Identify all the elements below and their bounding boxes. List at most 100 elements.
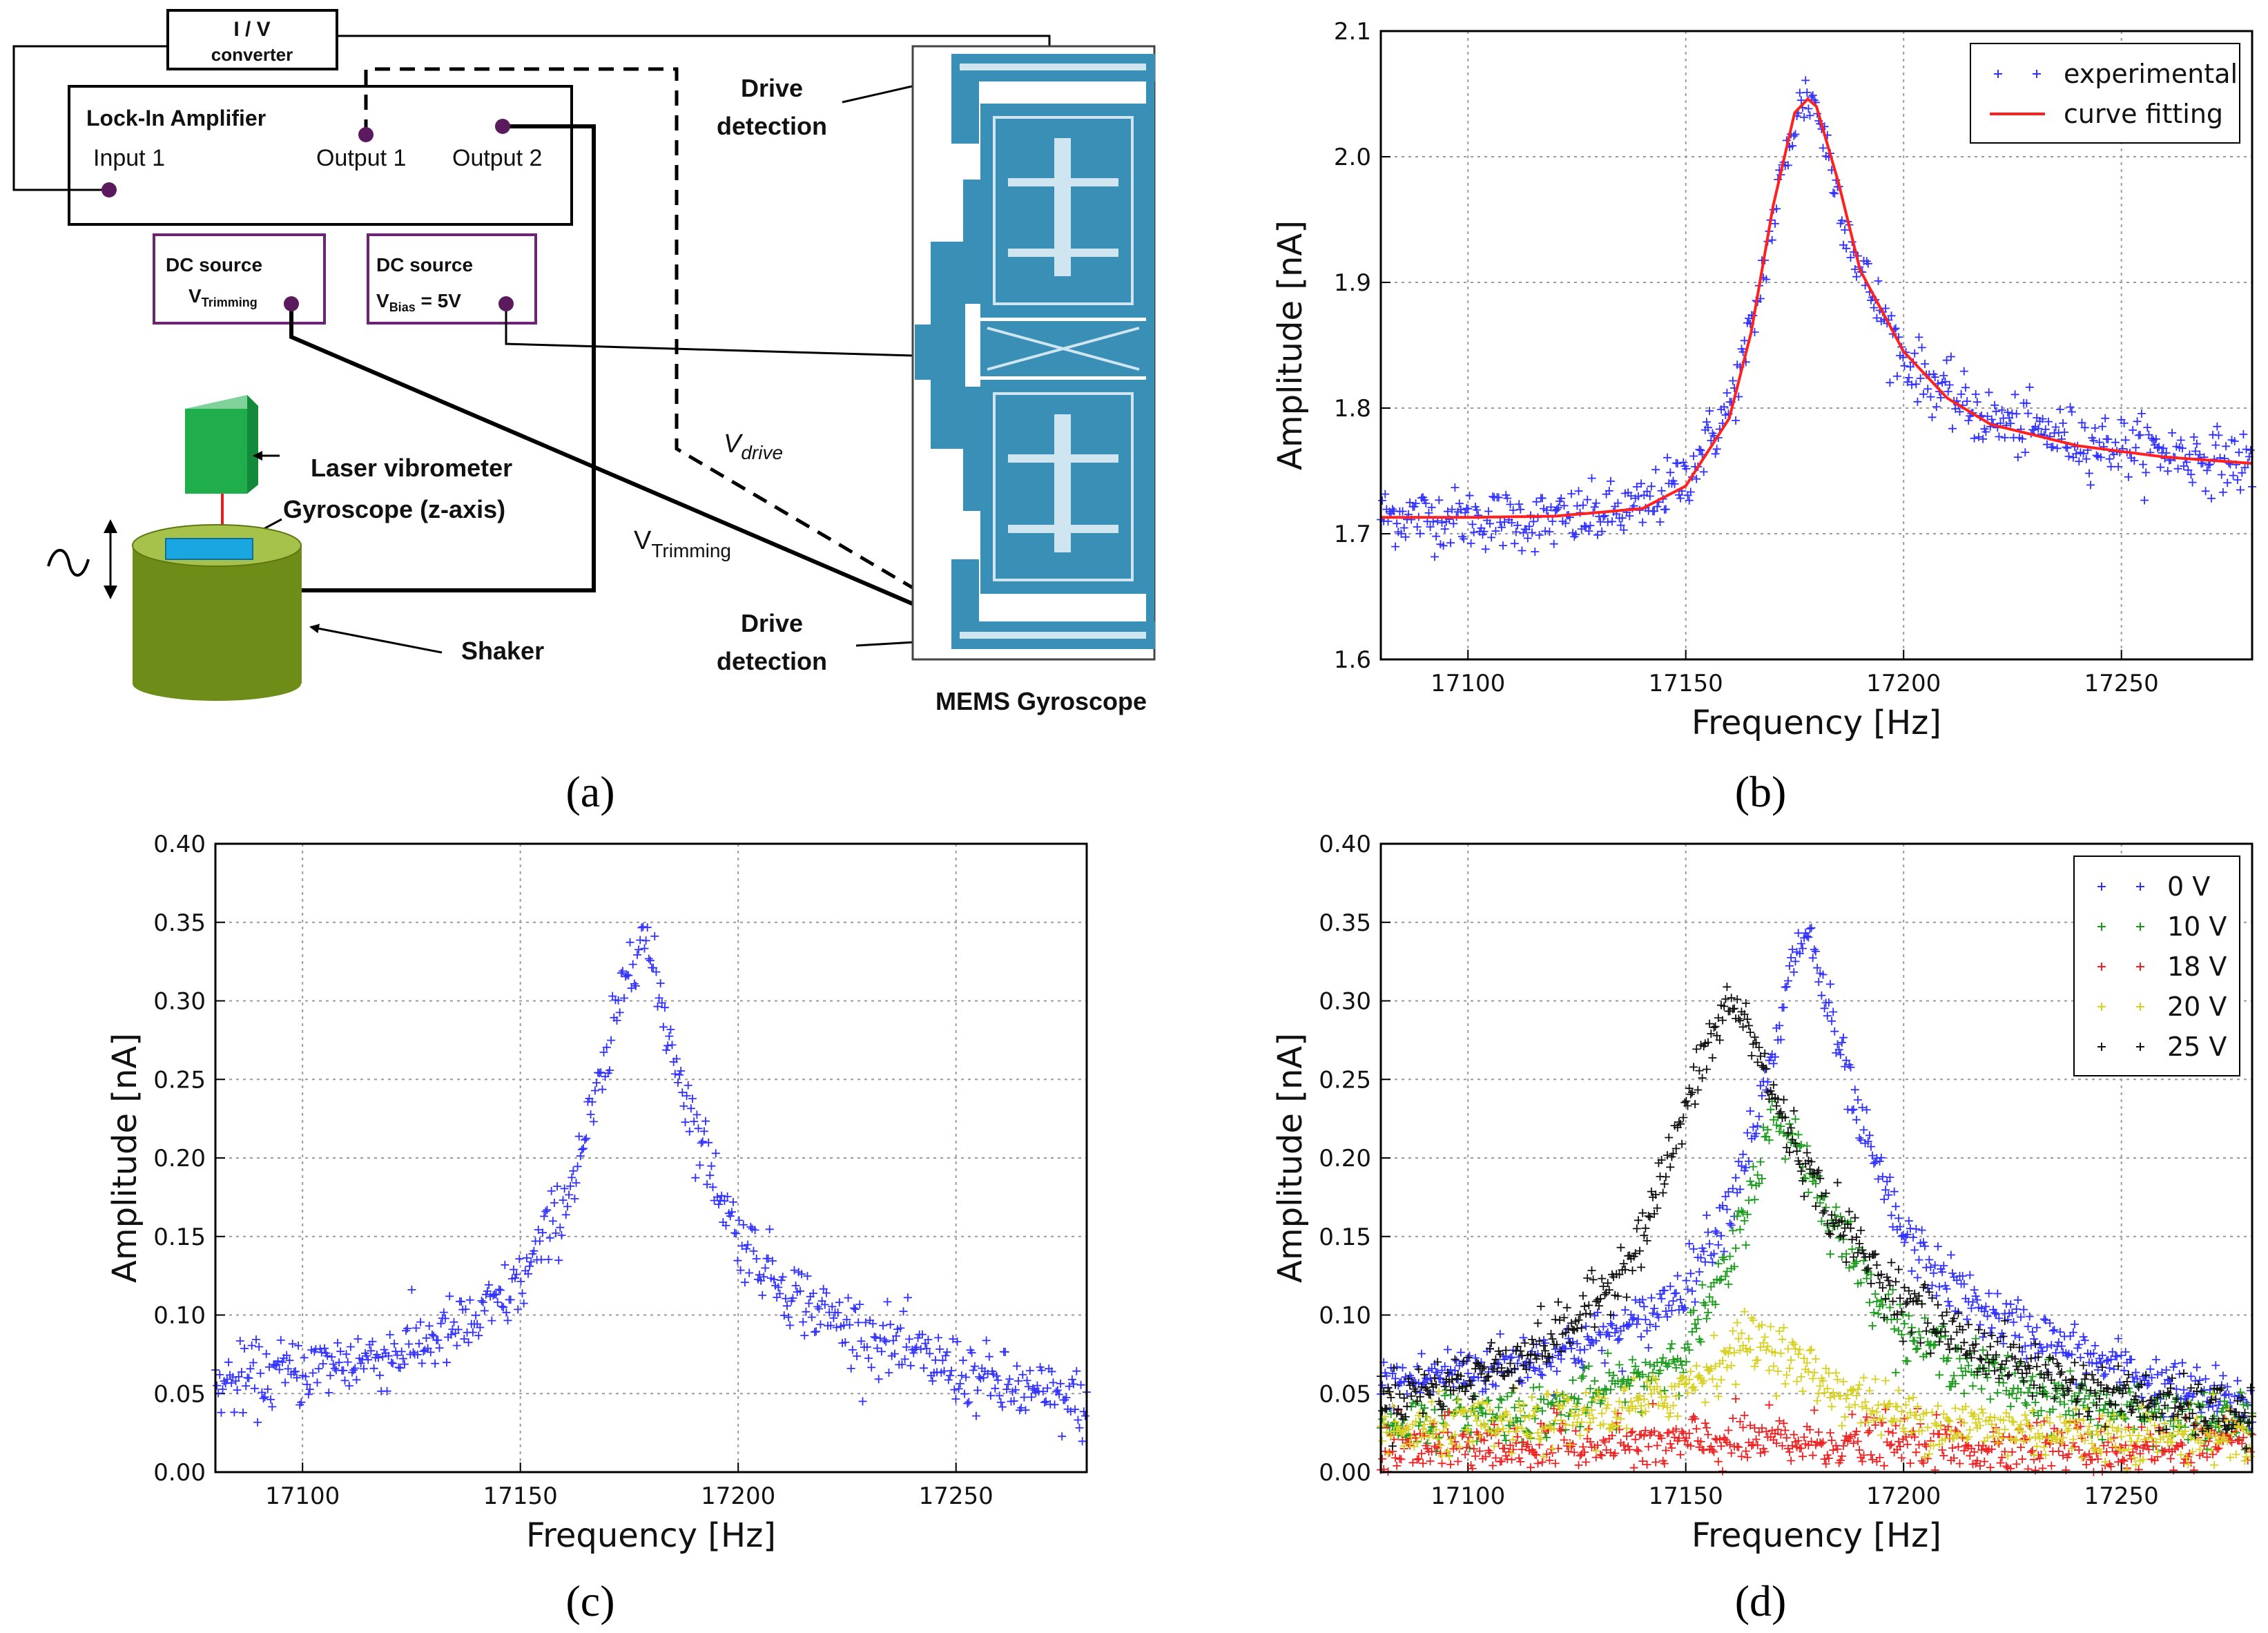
data-point bbox=[2191, 447, 2200, 456]
data-point bbox=[2213, 422, 2222, 431]
y-tick-label: 0.00 bbox=[1319, 1459, 1371, 1487]
data-point bbox=[547, 1186, 556, 1195]
y-tick-label: 1.6 bbox=[1334, 646, 1371, 674]
data-point bbox=[759, 1273, 768, 1282]
data-point bbox=[643, 923, 652, 932]
data-point bbox=[359, 1364, 368, 1373]
data-point bbox=[335, 1358, 344, 1367]
iv-converter-line2: converter bbox=[211, 44, 293, 65]
data-point bbox=[618, 967, 627, 976]
data-point bbox=[1413, 523, 1422, 532]
data-point bbox=[230, 1408, 239, 1417]
data-point bbox=[1393, 519, 1402, 528]
legend-label: 18 V bbox=[2167, 951, 2227, 982]
data-point bbox=[1673, 459, 1682, 468]
data-point bbox=[828, 1302, 837, 1311]
legend-swatch bbox=[2033, 70, 2041, 78]
data-point bbox=[1808, 91, 1817, 99]
data-point bbox=[2187, 470, 2196, 479]
data-point bbox=[807, 1313, 816, 1322]
data-point bbox=[362, 1351, 371, 1360]
data-point bbox=[501, 1260, 510, 1269]
y-tick-label: 0.30 bbox=[153, 988, 206, 1016]
data-point bbox=[1740, 336, 1749, 345]
data-point bbox=[449, 1317, 458, 1326]
data-point bbox=[1503, 494, 1512, 503]
data-point bbox=[1465, 491, 1474, 500]
data-point bbox=[382, 1386, 391, 1395]
data-point bbox=[1906, 363, 1915, 371]
data-point bbox=[758, 1291, 767, 1299]
data-point bbox=[1948, 424, 1957, 433]
data-point bbox=[327, 1353, 336, 1362]
data-point bbox=[474, 1331, 483, 1340]
data-point bbox=[1627, 492, 1636, 501]
data-point bbox=[2062, 443, 2071, 452]
data-point bbox=[1431, 552, 1439, 561]
data-point bbox=[374, 1353, 382, 1362]
data-point bbox=[672, 1054, 681, 1063]
data-point bbox=[703, 1180, 712, 1189]
data-point bbox=[509, 1265, 518, 1274]
data-point bbox=[1481, 545, 1490, 554]
data-point bbox=[218, 1385, 227, 1393]
data-point bbox=[443, 1358, 451, 1367]
data-point bbox=[2010, 390, 2019, 399]
data-point bbox=[468, 1328, 477, 1337]
data-point bbox=[2156, 463, 2165, 472]
data-point bbox=[1638, 518, 1647, 527]
data-point bbox=[1574, 487, 1583, 496]
data-point bbox=[503, 1316, 512, 1325]
data-point bbox=[539, 1228, 547, 1237]
y-tick-label: 0.30 bbox=[1319, 988, 1371, 1016]
data-point bbox=[761, 1264, 770, 1273]
data-point bbox=[1590, 503, 1599, 512]
data-point bbox=[1819, 144, 1828, 153]
data-point bbox=[1711, 450, 1720, 458]
data-point bbox=[266, 1395, 275, 1404]
data-point bbox=[516, 1277, 525, 1286]
data-point bbox=[544, 1255, 553, 1264]
data-point bbox=[483, 1286, 492, 1295]
data-point bbox=[1531, 548, 1540, 556]
data-point bbox=[1432, 532, 1441, 541]
data-point bbox=[568, 1173, 576, 1182]
data-point bbox=[427, 1330, 436, 1339]
data-point bbox=[1473, 505, 1482, 514]
data-point bbox=[2235, 448, 2243, 457]
data-point bbox=[253, 1418, 262, 1427]
data-point bbox=[1606, 476, 1615, 485]
data-point bbox=[1910, 349, 1919, 358]
y-tick-label: 0.05 bbox=[153, 1380, 206, 1408]
setup-diagram: I / V converter Lock-In Amplifier Input … bbox=[12, 9, 1156, 715]
data-point bbox=[614, 996, 623, 1005]
lockin-title: Lock-In Amplifier bbox=[86, 106, 266, 131]
data-point bbox=[294, 1341, 303, 1350]
data-point bbox=[592, 1079, 601, 1088]
data-point bbox=[1788, 142, 1797, 151]
data-point bbox=[431, 1359, 440, 1368]
data-point bbox=[1661, 505, 1670, 514]
data-point bbox=[2124, 472, 2133, 481]
data-point bbox=[1973, 398, 1981, 407]
data-point bbox=[242, 1382, 251, 1391]
data-point bbox=[1874, 276, 1883, 285]
data-point bbox=[641, 936, 650, 945]
data-point bbox=[1670, 479, 1679, 488]
data-point bbox=[2217, 470, 2226, 479]
data-point bbox=[1696, 446, 1705, 455]
data-point bbox=[2082, 454, 2091, 463]
data-point bbox=[407, 1285, 416, 1294]
data-point bbox=[553, 1182, 562, 1191]
data-point bbox=[396, 1364, 405, 1373]
data-point bbox=[665, 1032, 674, 1041]
data-point bbox=[736, 1266, 745, 1275]
legend-label: 20 V bbox=[2167, 992, 2227, 1022]
data-point bbox=[2018, 434, 2027, 443]
data-point bbox=[2233, 476, 2242, 484]
data-point bbox=[1440, 525, 1449, 534]
data-point bbox=[656, 979, 665, 987]
data-point bbox=[255, 1342, 264, 1351]
data-point bbox=[1513, 521, 1522, 530]
